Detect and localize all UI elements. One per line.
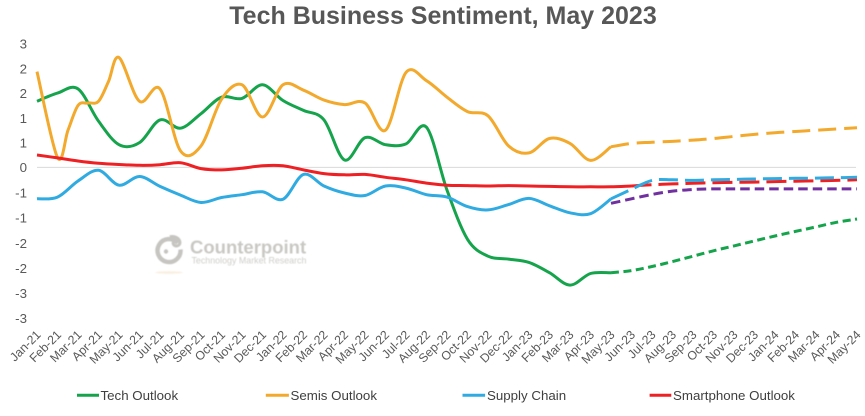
svg-text:Technology Market Research: Technology Market Research [192, 255, 307, 265]
svg-text:Counterpoint: Counterpoint [190, 236, 306, 257]
svg-text:0: 0 [20, 160, 27, 175]
svg-text:1: 1 [20, 111, 27, 126]
svg-text:Tech Outlook: Tech Outlook [101, 388, 179, 403]
svg-text:-3: -3 [15, 311, 27, 326]
svg-text:Semis Outlook: Semis Outlook [291, 388, 378, 403]
svg-text:-1: -1 [15, 185, 27, 200]
svg-text:-3: -3 [15, 286, 27, 301]
svg-text:-2: -2 [15, 236, 27, 251]
svg-text:3: 3 [20, 36, 27, 51]
svg-text:-1: -1 [15, 211, 27, 226]
svg-text:1: 1 [20, 136, 27, 151]
svg-text:-2: -2 [15, 261, 27, 276]
svg-text:2: 2 [20, 61, 27, 76]
svg-text:2: 2 [20, 86, 27, 101]
svg-text:Tech Business Sentiment, May 2: Tech Business Sentiment, May 2023 [229, 2, 656, 30]
svg-text:Supply Chain: Supply Chain [487, 388, 566, 403]
svg-text:Smartphone Outlook: Smartphone Outlook [673, 388, 795, 403]
